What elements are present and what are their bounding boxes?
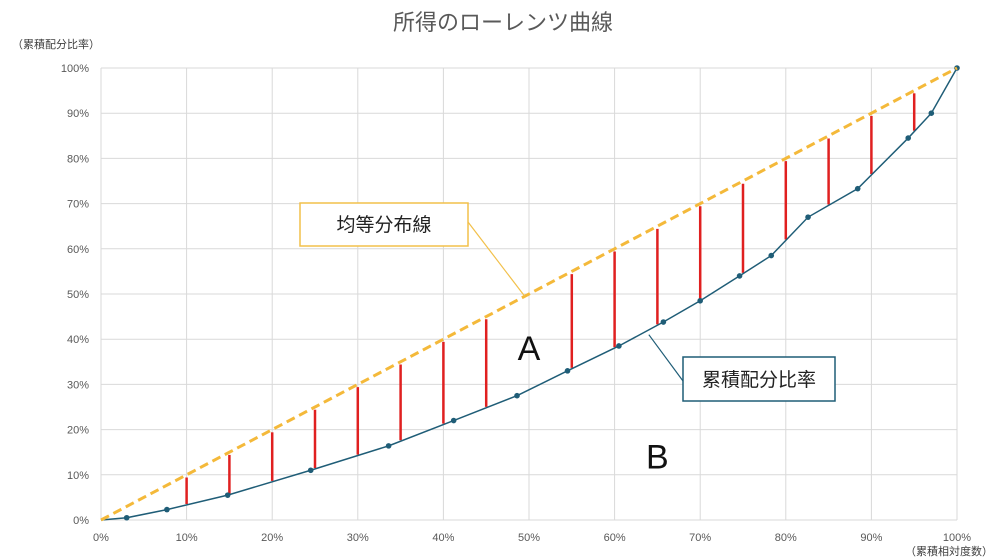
y-axis-label: （累積配分比率）: [12, 37, 100, 51]
y-tick-label: 50%: [67, 289, 89, 301]
x-tick-label: 30%: [347, 532, 369, 544]
x-tick-label: 20%: [261, 532, 283, 544]
region-label-b: B: [646, 439, 669, 477]
lorenz-curve-point: [697, 297, 703, 304]
x-tick-label: 100%: [943, 532, 971, 544]
y-tick-label: 80%: [67, 153, 89, 165]
y-tick-label: 100%: [61, 63, 89, 75]
x-tick-label: 60%: [604, 532, 626, 544]
lorenz-curve-point: [514, 392, 520, 399]
lorenz-curve-point: [768, 252, 775, 259]
y-tick-label: 70%: [67, 199, 89, 211]
y-tick-label: 90%: [67, 108, 89, 120]
lorenz-curve-point: [123, 514, 130, 521]
lorenz-curve-point: [307, 467, 314, 474]
chart-title: 所得のローレンツ曲線: [393, 11, 613, 36]
series-layer: [100, 65, 960, 522]
equality-line: [100, 66, 958, 522]
y-tick-labels: 0% 10% 20% 30% 40% 50% 60% 70% 80% 90% 100%: [61, 63, 89, 527]
lorenz-curve-point: [564, 368, 571, 374]
lorenz-curve-point: [450, 417, 457, 424]
lorenz-curve-point: [385, 443, 392, 449]
x-tick-label: 80%: [775, 532, 797, 544]
x-tick-label: 0%: [93, 532, 109, 544]
x-tick-labels: 0% 10% 20% 30% 40% 50% 60% 70% 80% 90% 100%: [93, 532, 971, 544]
lorenz-curve-point: [928, 110, 935, 116]
lorenz-curve-point: [660, 319, 667, 325]
x-tick-label: 90%: [860, 532, 882, 544]
y-tick-label: 40%: [67, 334, 89, 346]
curve-callout-label: 累積配分比率: [702, 369, 816, 391]
y-tick-label: 60%: [67, 244, 89, 256]
lorenz-curve-point: [805, 214, 811, 220]
y-tick-label: 30%: [67, 379, 89, 391]
curve-leader-line: [648, 334, 684, 382]
y-tick-label: 20%: [67, 425, 89, 437]
gap-lines: [185, 93, 916, 505]
y-tick-label: 10%: [67, 470, 89, 482]
lorenz-curve-point: [736, 273, 743, 279]
lorenz-curve-point: [854, 185, 861, 192]
x-tick-label: 10%: [176, 532, 198, 544]
lorenz-curve-point: [164, 506, 170, 513]
equality-callout-label: 均等分布線: [336, 214, 431, 236]
x-tick-label: 40%: [432, 532, 454, 544]
x-tick-label: 50%: [518, 532, 540, 544]
equality-callout-box: [299, 202, 469, 247]
lorenz-curve-point: [616, 343, 622, 349]
curve-callout-box: [682, 356, 836, 402]
region-label-a: A: [518, 330, 541, 368]
equality-leader-line: [467, 221, 526, 297]
x-axis-label: （累積相対度数）: [905, 544, 993, 558]
lorenz-curve-point: [224, 492, 231, 498]
lorenz-curve-point: [905, 135, 912, 141]
y-tick-label: 0%: [73, 515, 89, 527]
x-tick-label: 70%: [689, 532, 711, 544]
